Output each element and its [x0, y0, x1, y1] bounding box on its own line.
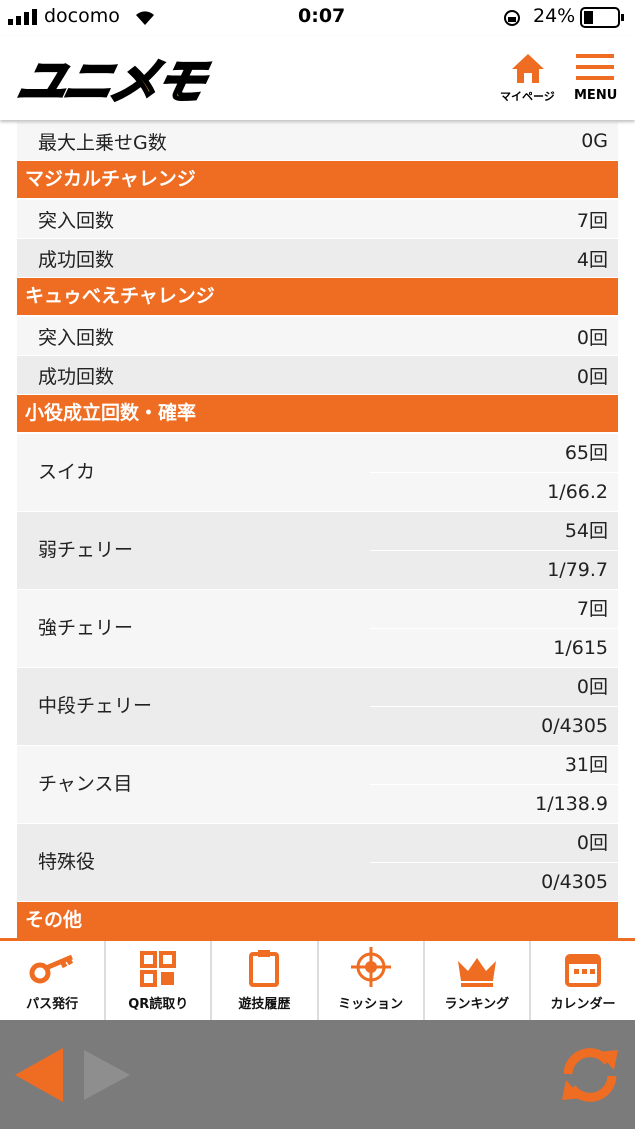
- stat-row: 強チェリー 7回 1/615: [17, 590, 618, 667]
- tab[interactable]: パス発行: [0, 941, 105, 1020]
- tab[interactable]: 遊技履歴: [212, 941, 317, 1020]
- time: 0:07: [298, 5, 346, 27]
- stat-row: 弱チェリー 54回 1/79.7: [17, 512, 618, 589]
- stat-rate: 1/615: [553, 637, 608, 659]
- stat-value: 0回: [576, 326, 608, 349]
- stat-label: 特殊役: [38, 851, 96, 873]
- stat-row: 成功回数 0回: [17, 356, 618, 394]
- stat-row: 突入回数 7回: [17, 200, 618, 238]
- stat-count: 65回: [564, 442, 608, 464]
- stat-label: 最大上乗せG数: [38, 131, 167, 154]
- reload-button[interactable]: [560, 1046, 620, 1104]
- stat-rate: 1/79.7: [547, 559, 608, 581]
- tab-label: QR読取り: [128, 997, 189, 1012]
- forward-button[interactable]: [84, 1050, 130, 1100]
- stat-rate: 0/4305: [541, 871, 608, 893]
- stat-label: チャンス目: [38, 773, 133, 795]
- status-bar: docomo 0:07 24%: [0, 0, 635, 36]
- stat-value: 0回: [576, 365, 608, 388]
- tab-bar: パス発行 QR読取り 遊技履歴 ミッション ランキング カレンダー: [0, 938, 635, 1020]
- stat-label: 突入回数: [38, 209, 115, 232]
- tab-label: 遊技履歴: [238, 997, 291, 1012]
- separator: [370, 706, 618, 707]
- tab[interactable]: QR読取り: [106, 941, 211, 1020]
- header: ユニメモ マイページ MENU: [0, 36, 635, 120]
- separator: [370, 550, 618, 551]
- mypage-label[interactable]: マイページ: [500, 90, 555, 103]
- stat-count: 0回: [576, 676, 608, 698]
- section-title: マジカルチャレンジ: [17, 161, 618, 198]
- tab-label: パス発行: [26, 997, 79, 1012]
- battery-percent: 24%: [533, 5, 576, 27]
- battery-icon: [580, 7, 624, 28]
- tab-label: ランキング: [444, 997, 510, 1012]
- stat-label: スイカ: [38, 461, 96, 483]
- stat-label: 強チェリー: [38, 617, 134, 639]
- stat-value: 4回: [576, 248, 608, 271]
- stat-row: 突入回数 0回: [17, 317, 618, 355]
- stat-rate: 1/138.9: [535, 793, 608, 815]
- stat-row: 特殊役 0回 0/4305: [17, 824, 618, 901]
- separator: [370, 628, 618, 629]
- key-icon: [29, 954, 74, 984]
- stat-label: 突入回数: [38, 326, 115, 349]
- menu-icon[interactable]: [576, 54, 614, 82]
- stat-count: 7回: [576, 598, 608, 620]
- stat-label: 成功回数: [38, 248, 115, 271]
- stat-rate: 0/4305: [541, 715, 608, 737]
- lock-icon: [504, 10, 520, 26]
- stat-count: 54回: [564, 520, 608, 542]
- stat-row: 中段チェリー 0回 0/4305: [17, 668, 618, 745]
- section-title: キュゥべえチャレンジ: [17, 278, 618, 315]
- separator: [370, 784, 618, 785]
- stat-value: 0G: [581, 130, 608, 152]
- stat-label: 弱チェリー: [38, 539, 134, 561]
- stat-row: チャンス目 31回 1/138.9: [17, 746, 618, 823]
- content: 最大上乗せG数 0G マジカルチャレンジ 突入回数 7回 成功回数 4回 キュゥべえチャレンジ…: [17, 122, 618, 940]
- section-title: 小役成立回数・確率: [17, 395, 618, 432]
- signal-icon: [8, 9, 37, 25]
- logo[interactable]: ユニメモ: [11, 53, 210, 112]
- stat-row: 成功回数 4回: [17, 239, 618, 277]
- crown-icon: [457, 958, 496, 987]
- stat-count: 31回: [564, 754, 608, 776]
- tab-label: カレンダー: [550, 997, 616, 1012]
- calendar-icon: [564, 954, 601, 987]
- tab-label: ミッション: [338, 997, 404, 1012]
- wifi-icon: [136, 11, 154, 25]
- section-title: その他: [17, 902, 618, 939]
- stat-row: スイカ 65回 1/66.2: [17, 434, 618, 511]
- stat-label: 中段チェリー: [38, 695, 153, 717]
- stat-row: 最大上乗せG数 0G: [17, 122, 618, 160]
- carrier: docomo: [44, 5, 120, 27]
- menu-label[interactable]: MENU: [574, 88, 618, 103]
- back-button[interactable]: [15, 1048, 65, 1102]
- browser-toolbar: [0, 1020, 635, 1129]
- separator: [370, 862, 618, 863]
- qr-icon: [140, 951, 177, 987]
- stat-count: 0回: [576, 832, 608, 854]
- stat-value: 7回: [576, 209, 608, 232]
- tab[interactable]: カレンダー: [530, 941, 635, 1020]
- tab[interactable]: ミッション: [318, 941, 423, 1020]
- clipboard-icon: [249, 950, 280, 987]
- target-icon: [350, 947, 391, 987]
- separator: [370, 472, 618, 473]
- tab[interactable]: ランキング: [424, 941, 529, 1020]
- stat-rate: 1/66.2: [547, 481, 608, 503]
- stat-label: 成功回数: [38, 365, 115, 388]
- home-icon[interactable]: [510, 52, 546, 84]
